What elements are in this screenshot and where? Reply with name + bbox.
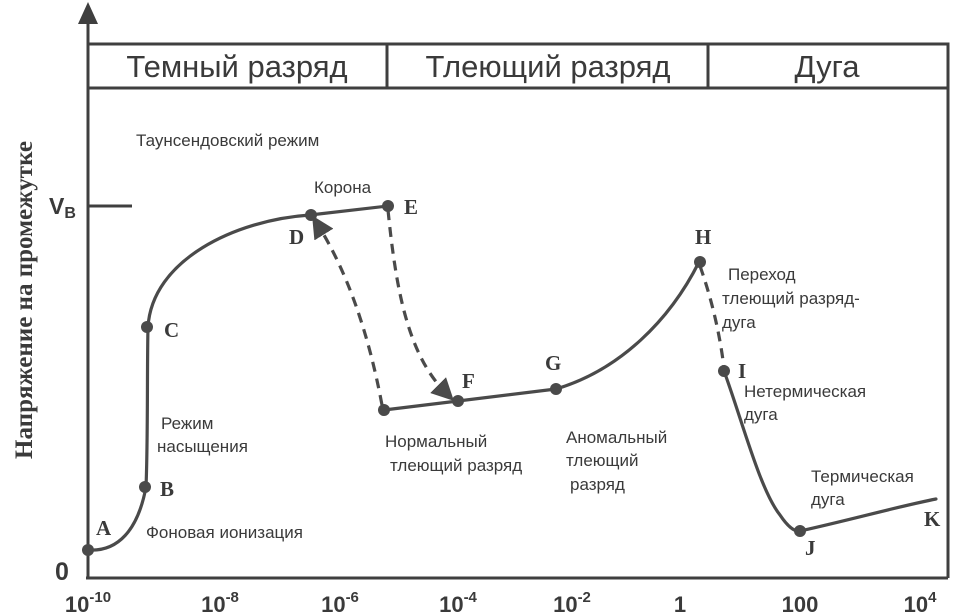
x-tick-1: 1: [674, 592, 686, 616]
point-a-dot: [82, 544, 94, 556]
x-tick-1e-8: 10-8: [201, 589, 239, 616]
point-b-dot: [139, 481, 151, 493]
note-nonthermal-line2: дуга: [744, 405, 778, 424]
note-saturation-line1: Режим: [161, 414, 213, 433]
y-zero-label: 0: [55, 558, 69, 586]
note-transition-line2: тлеющий разряд-: [722, 289, 860, 308]
point-b-label: B: [160, 477, 174, 501]
x-tick-1e-6: 10-6: [321, 589, 359, 616]
note-normal-glow-line1: Нормальный: [385, 432, 487, 451]
region-header-frame: [86, 42, 950, 90]
point-f-dot: [452, 395, 464, 407]
point-j-label: J: [805, 536, 816, 560]
region-label-arc: Дуга: [794, 49, 860, 84]
point-d-dot: [305, 209, 317, 221]
note-townsend: Таунсендовский режим: [136, 131, 319, 150]
note-thermal-line2: дуга: [811, 490, 845, 509]
region-label-glow: Тлеющий разряд: [426, 49, 671, 84]
note-normal-glow-line2: тлеющий разряд: [390, 456, 522, 475]
point-i-label: I: [738, 359, 746, 383]
note-background: Фоновая ионизация: [146, 523, 303, 542]
x-tick-1e-2: 10-2: [553, 589, 591, 616]
curve-normal-abnormal-glow: [382, 260, 701, 412]
point-j-dot: [794, 525, 806, 537]
dashed-h-to-i: [698, 265, 726, 369]
point-h-dot: [694, 256, 706, 268]
point-a-label: A: [96, 516, 112, 540]
point-c-dot: [141, 321, 153, 333]
point-e-dot: [382, 200, 394, 212]
point-k-label: K: [924, 507, 941, 531]
x-tick-1e4: 104: [904, 589, 937, 616]
note-abnormal-glow-line2: тлеющий: [566, 451, 639, 470]
note-abnormal-glow-line3: разряд: [570, 475, 625, 494]
note-corona: Корона: [314, 178, 372, 197]
x-tick-1e-4: 10-4: [439, 589, 477, 616]
note-transition-line1: Переход: [728, 265, 796, 284]
note-nonthermal-line1: Нетермическая: [744, 382, 866, 401]
vb-label: VB: [49, 193, 76, 222]
curve-dark-discharge: [86, 204, 390, 552]
point-c-label: C: [164, 318, 179, 342]
y-axis-title: Напряжение на промежутке: [11, 141, 38, 459]
note-saturation-line2: насыщения: [157, 437, 248, 456]
point-d-label: D: [289, 225, 304, 249]
region-label-dark: Темный разряд: [126, 49, 347, 84]
x-tick-100: 100: [782, 592, 819, 616]
point-g-dot: [550, 383, 562, 395]
x-tick-1e-10: 10-10: [65, 589, 111, 616]
point-f-start-dot: [378, 404, 390, 416]
dashed-e-to-f: [386, 209, 454, 401]
y-axis-arrow-icon: [78, 2, 98, 24]
point-f-label: F: [462, 369, 475, 393]
note-abnormal-glow-line1: Аномальный: [566, 428, 667, 447]
dashed-f-to-d: [312, 215, 384, 406]
curve-arc: [722, 369, 938, 533]
point-g-label: G: [545, 351, 561, 375]
point-i-dot: [718, 365, 730, 377]
note-transition-line3: дуга: [722, 313, 756, 332]
point-e-label: E: [404, 195, 418, 219]
note-thermal-line1: Термическая: [811, 467, 914, 486]
point-h-label: H: [695, 225, 711, 249]
